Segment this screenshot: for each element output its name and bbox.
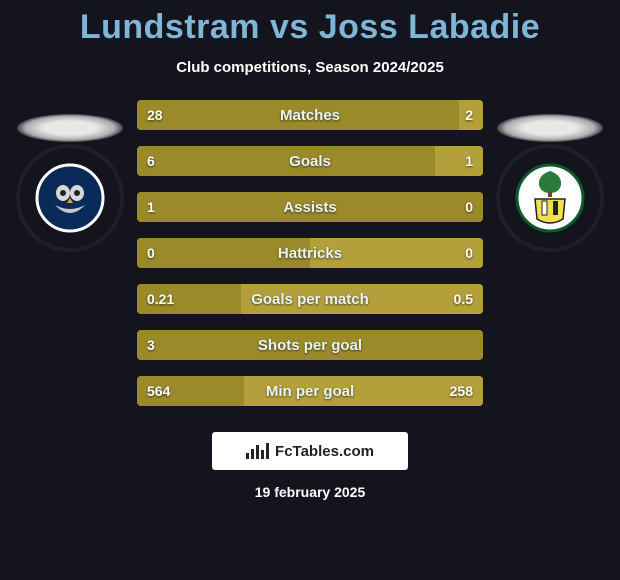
- stat-row: 61Goals: [137, 146, 483, 176]
- comparison-rows: 282Matches 61Goals 10Assists 00Hattricks 0.2…: [137, 100, 483, 406]
- stat-row: 10Assists: [137, 192, 483, 222]
- bars-icon: [246, 443, 269, 459]
- crest-halo: [497, 114, 603, 142]
- footer-logo-text: FcTables.com: [275, 443, 374, 460]
- stat-label: Matches: [137, 100, 483, 130]
- stat-label: Goals: [137, 146, 483, 176]
- stat-row: 00Hattricks: [137, 238, 483, 268]
- fctables-logo: FcTables.com: [212, 432, 408, 470]
- owl-crest-icon: [35, 163, 105, 233]
- stat-label: Hattricks: [137, 238, 483, 268]
- stat-label: Assists: [137, 192, 483, 222]
- stat-row: 3Shots per goal: [137, 330, 483, 360]
- comparison-subtitle: Club competitions, Season 2024/2025: [0, 59, 620, 76]
- stat-row: 0.210.5Goals per match: [137, 284, 483, 314]
- stat-label: Min per goal: [137, 376, 483, 406]
- stat-row: 282Matches: [137, 100, 483, 130]
- crest-halo: [17, 114, 123, 142]
- player-right-crest: [500, 148, 600, 248]
- comparison-area: 282Matches 61Goals 10Assists 00Hattricks 0.2…: [0, 100, 620, 406]
- stat-label: Shots per goal: [137, 330, 483, 360]
- solihull-moors-crest: [500, 148, 600, 248]
- comparison-date: 19 february 2025: [0, 484, 620, 500]
- oldham-athletic-crest: [20, 148, 120, 248]
- stat-row: 564258Min per goal: [137, 376, 483, 406]
- tree-shield-crest-icon: [515, 163, 585, 233]
- comparison-title: Lundstram vs Joss Labadie: [0, 0, 620, 47]
- stat-label: Goals per match: [137, 284, 483, 314]
- player-left-crest: [20, 148, 120, 248]
